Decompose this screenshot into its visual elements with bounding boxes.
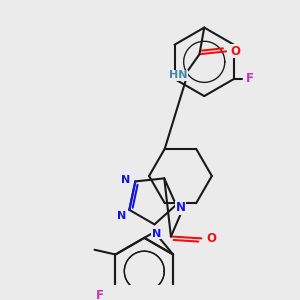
Text: F: F: [246, 73, 254, 85]
Text: N: N: [152, 229, 161, 239]
Text: N: N: [176, 202, 185, 214]
Text: N: N: [117, 211, 126, 220]
Text: F: F: [96, 289, 104, 300]
Text: HN: HN: [169, 70, 188, 80]
Text: O: O: [206, 232, 216, 245]
Text: N: N: [121, 175, 130, 184]
Text: O: O: [231, 45, 241, 58]
